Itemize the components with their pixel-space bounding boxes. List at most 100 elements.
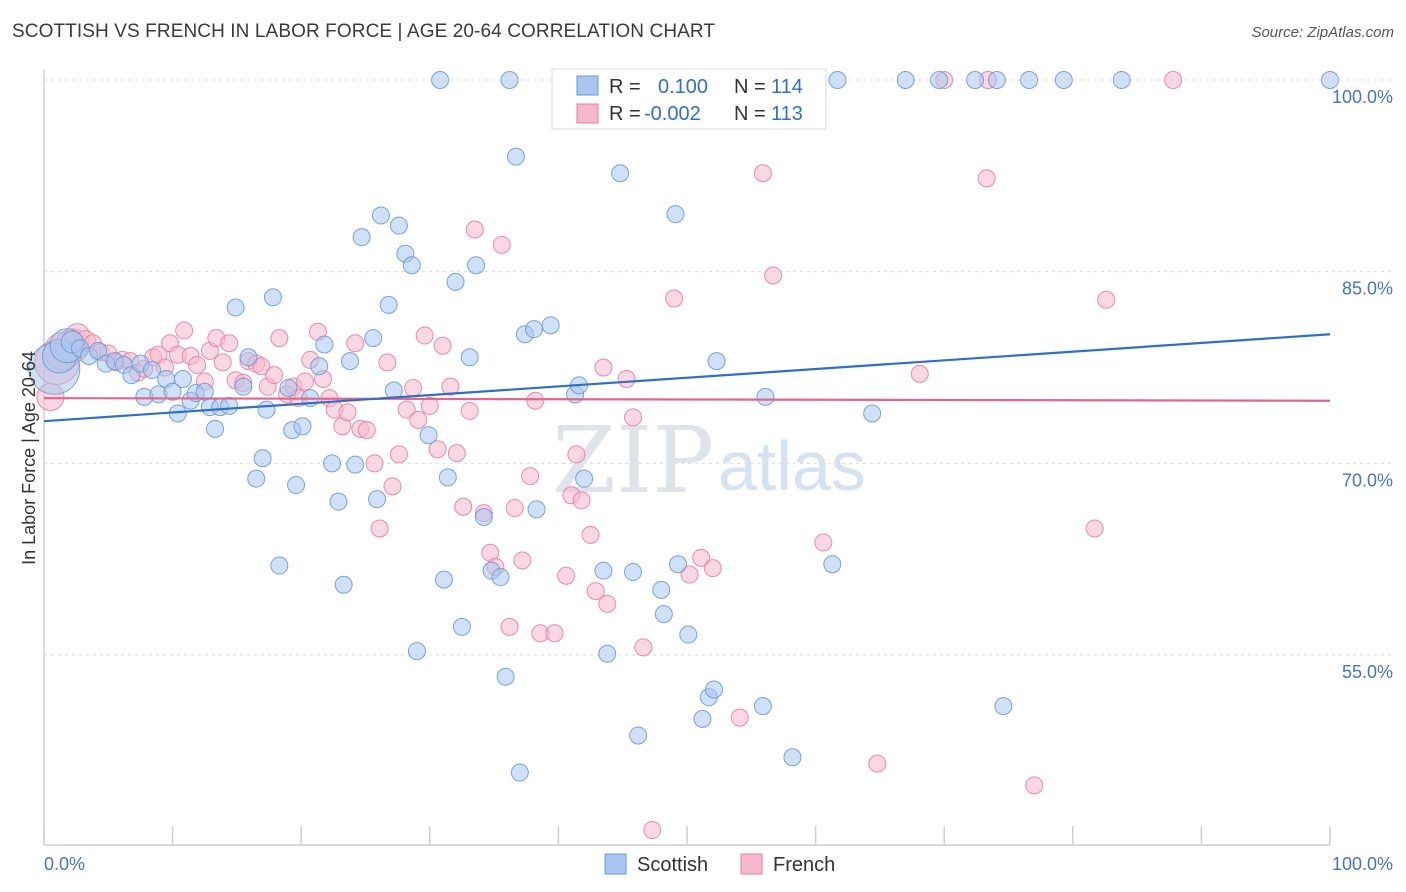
scottish-point: [270, 556, 289, 575]
french-point: [415, 326, 434, 345]
french-point: [270, 329, 289, 348]
scottish-point: [364, 329, 383, 348]
scottish-point: [334, 575, 353, 594]
scottish-point: [896, 71, 915, 89]
legend-r-value-scottish: 0.100: [658, 76, 708, 98]
legend-swatch-scottish: [576, 75, 599, 96]
legend-r-label-scottish: R =: [609, 76, 641, 98]
legend-bottom-label-french: French: [773, 854, 835, 876]
scottish-point: [753, 697, 772, 716]
french-point: [567, 445, 586, 464]
scottish-point: [352, 228, 371, 247]
french-point: [365, 454, 384, 473]
legend-bottom-label-scottish: Scottish: [637, 854, 708, 876]
scottish-point: [329, 492, 348, 511]
scottish-trend-line: [43, 333, 1331, 423]
french-point: [492, 235, 511, 254]
y-tick-label: 55.0%: [1342, 662, 1393, 682]
french-point: [188, 355, 207, 374]
french-point: [378, 353, 397, 372]
scottish-point: [654, 605, 673, 624]
scottish-point: [987, 71, 1006, 89]
x-tick-label-max: 100.0%: [1332, 854, 1393, 874]
french-point: [383, 477, 402, 496]
legend-n-label-scottish: N =: [734, 76, 766, 98]
watermark: ZIP atlas: [552, 407, 866, 514]
scottish-point: [756, 387, 775, 406]
scottish-point: [966, 71, 985, 89]
french-point: [977, 169, 996, 188]
scottish-point: [598, 644, 617, 663]
scottish-point: [419, 426, 438, 445]
scottish-point: [679, 625, 698, 644]
french-point: [441, 377, 460, 396]
french-point: [500, 617, 519, 636]
scottish-point: [253, 449, 272, 468]
scottish-point: [310, 357, 329, 376]
scottish-point: [438, 468, 457, 487]
scottish-point: [506, 147, 525, 166]
french-point: [665, 289, 684, 308]
french-point: [680, 565, 699, 584]
french-point: [447, 444, 466, 463]
scottish-points: [28, 71, 1339, 782]
french-point: [764, 266, 783, 285]
legend-r-value-french: -0.002: [644, 103, 701, 125]
french-point: [404, 378, 423, 397]
scottish-point: [263, 288, 282, 307]
legend-bottom-swatch-french: [740, 853, 763, 875]
scottish-point: [247, 469, 266, 488]
french-point: [1025, 776, 1044, 795]
scottish-point: [239, 348, 258, 367]
y-axis-title: In Labor Force | Age 20-64: [19, 351, 39, 565]
scottish-point: [611, 164, 630, 183]
scottish-point: [279, 378, 298, 397]
french-point: [581, 525, 600, 544]
scottish-point: [234, 377, 253, 396]
scottish-point: [434, 570, 453, 589]
scottish-point: [652, 580, 671, 599]
french-point: [868, 754, 887, 773]
scottish-point: [226, 298, 245, 317]
scottish-point: [323, 454, 342, 473]
french-point: [572, 491, 591, 510]
french-point: [586, 582, 605, 601]
french-point: [598, 594, 617, 613]
scottish-point: [668, 555, 687, 574]
scottish-point: [452, 617, 471, 636]
scottish-point: [173, 370, 192, 388]
scottish-point: [930, 71, 949, 89]
french-point: [623, 408, 642, 427]
legend-swatch-french: [576, 103, 599, 124]
french-point: [175, 321, 194, 340]
scottish-point: [491, 568, 510, 587]
scottish-point: [527, 500, 546, 519]
french-point: [1164, 71, 1183, 89]
french-point: [220, 334, 239, 353]
french-point: [617, 370, 636, 388]
french-point: [692, 548, 711, 567]
french-point: [389, 445, 408, 464]
french-point: [346, 334, 365, 353]
scottish-point: [460, 348, 479, 367]
french-point: [433, 336, 452, 355]
scottish-point: [496, 667, 515, 686]
french-point: [252, 357, 271, 376]
legend-bottom-swatch-scottish: [604, 853, 627, 875]
scottish-point: [707, 352, 726, 371]
scottish-point: [407, 642, 426, 661]
y-tick-label: 70.0%: [1342, 470, 1393, 490]
watermark-atlas: atlas: [718, 427, 866, 505]
scottish-point: [541, 316, 560, 335]
scottish-point: [828, 71, 847, 89]
legend-n-label-french: N =: [734, 103, 766, 125]
scottish-point: [163, 382, 182, 401]
scottish-point: [446, 272, 465, 291]
x-tick-label-min: 0.0%: [44, 854, 85, 874]
french-point: [814, 533, 833, 552]
french-point: [634, 638, 653, 657]
scottish-point: [1321, 71, 1339, 89]
french-point: [265, 366, 284, 385]
source-credit: Source: ZipAtlas.com: [1251, 24, 1394, 41]
scottish-point: [287, 476, 306, 495]
